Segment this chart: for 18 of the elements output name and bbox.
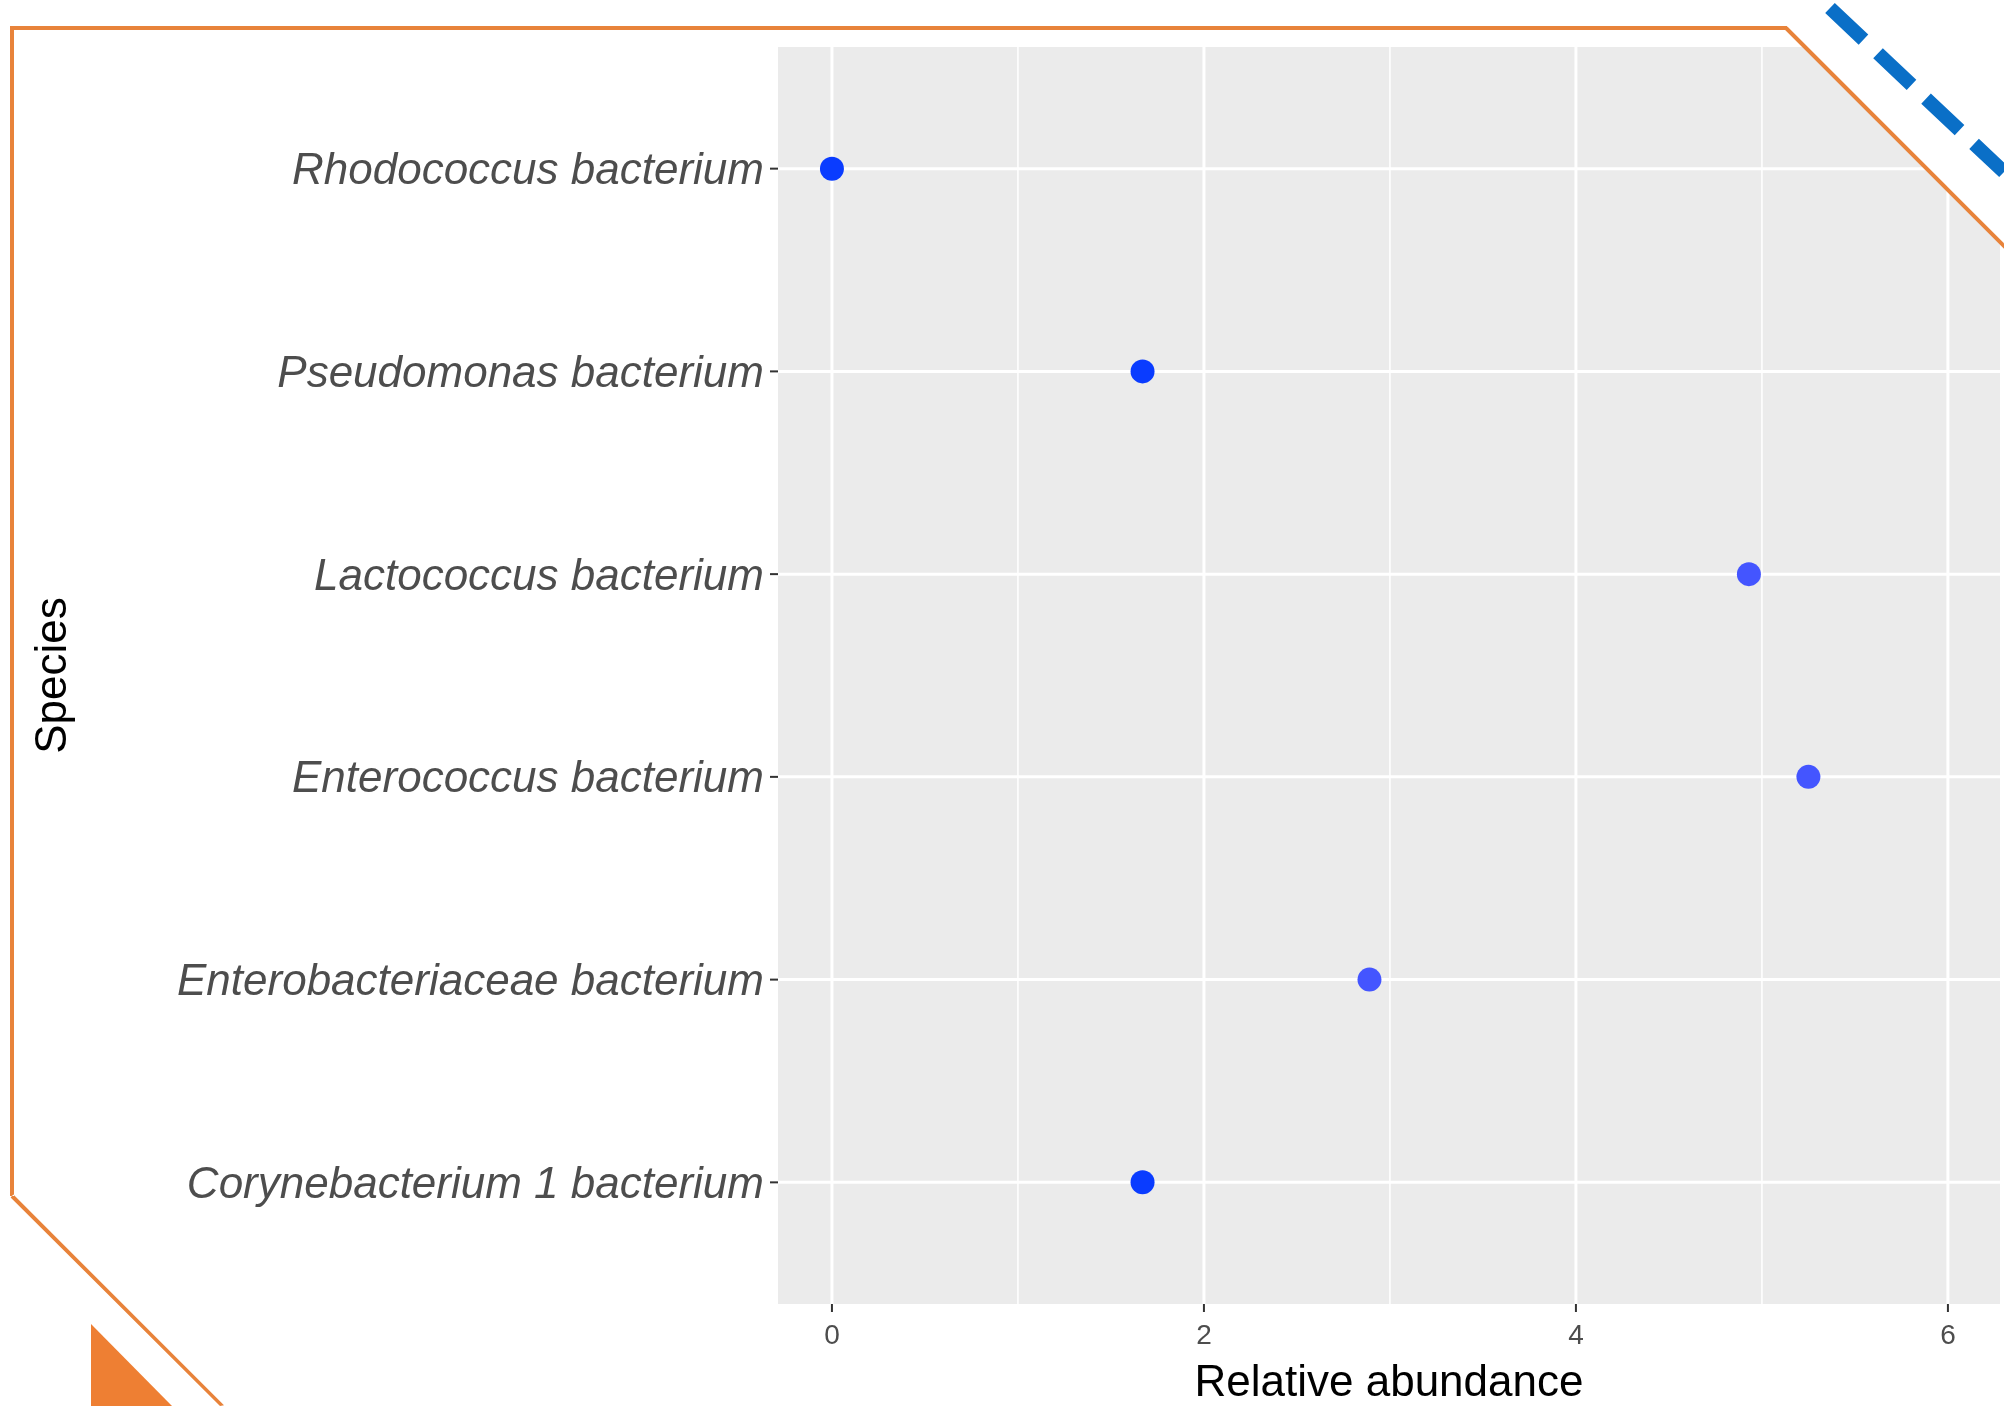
y-tick-label: Pseudomonas bacterium [277,346,764,396]
y-tick-label: Rhodococcus bacterium [291,144,764,194]
point [1130,359,1155,384]
y-tick-label: Corynebacterium 1 bacterium [186,1157,764,1207]
x-tick-label: 2 [1196,1319,1212,1350]
point [1357,967,1382,992]
x-tick-label: 0 [824,1319,840,1350]
x-axis-title: Relative abundance [1194,1356,1584,1405]
point [819,156,844,181]
point [1130,1170,1155,1195]
x-tick-label: 6 [1940,1319,1956,1350]
x-tick-label: 4 [1568,1319,1584,1350]
y-tick-label: Lactococcus bacterium [314,549,764,599]
point [1796,764,1821,789]
y-tick-label: Enterococcus bacterium [292,752,764,802]
point [1736,562,1761,587]
y-axis-title: Species [26,597,75,754]
y-tick-label: Enterobacteriaceae bacterium [177,955,764,1005]
